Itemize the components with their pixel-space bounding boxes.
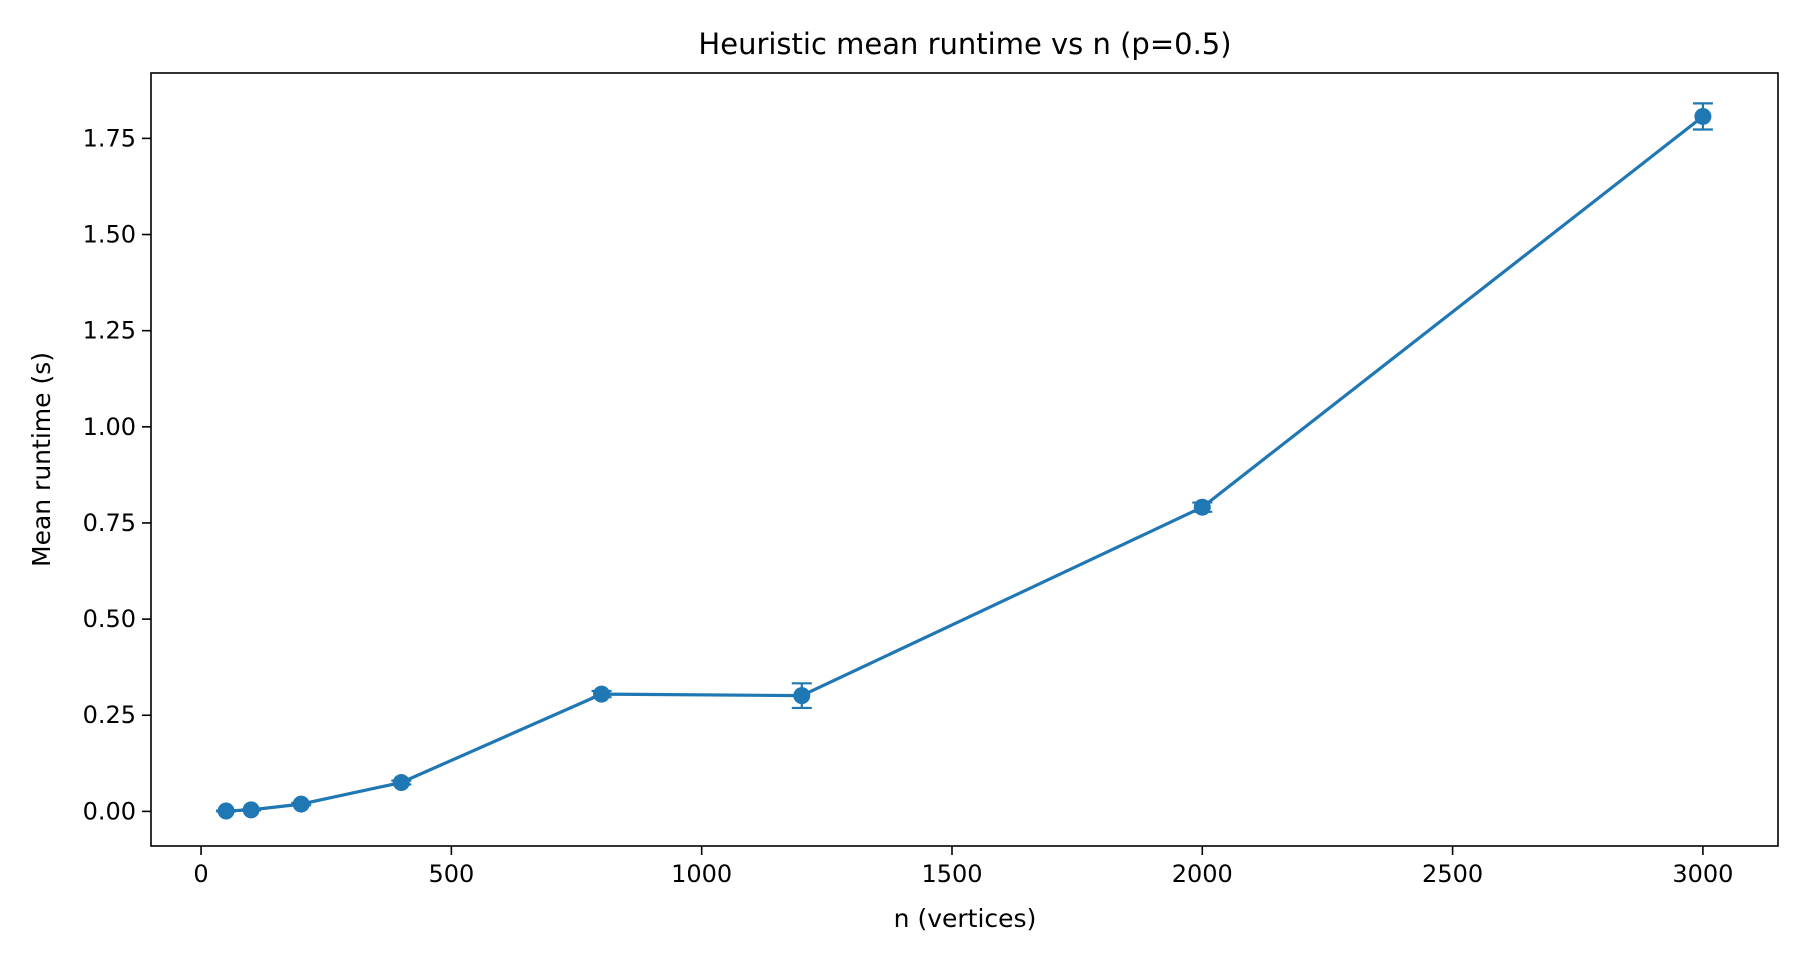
data-point <box>392 774 410 792</box>
y-tick-label: 0.75 <box>83 509 136 537</box>
series-layer <box>216 102 1713 820</box>
x-tick-label: 500 <box>428 860 474 888</box>
y-tick-label: 0.25 <box>83 701 136 729</box>
plot-frame <box>150 72 1779 847</box>
x-tick-label: 3000 <box>1672 860 1733 888</box>
data-point <box>593 685 611 703</box>
y-tick-label: 1.25 <box>83 317 136 345</box>
ticks-layer: 0 500 1000 1500 2000 2500 3000 0.00 0.25 0.50 0.75… <box>83 124 1734 888</box>
x-tick-label: 1000 <box>671 860 732 888</box>
series-line <box>224 114 1705 813</box>
data-point <box>242 801 260 819</box>
x-tick-label: 1500 <box>921 860 982 888</box>
y-tick-label: 0.00 <box>83 797 136 825</box>
y-tick-label: 1.00 <box>83 413 136 441</box>
x-tick-label: 0 <box>193 860 208 888</box>
data-point <box>217 802 235 820</box>
data-point <box>1694 107 1712 125</box>
data-point <box>793 687 811 705</box>
y-axis-label: Mean runtime (s) <box>27 352 56 567</box>
data-point <box>1193 498 1211 516</box>
x-tick-label: 2000 <box>1172 860 1233 888</box>
data-point <box>292 795 310 813</box>
y-tick-label: 1.75 <box>83 124 136 152</box>
chart-title: Heuristic mean runtime vs n (p=0.5) <box>698 27 1231 61</box>
y-tick-label: 0.50 <box>83 605 136 633</box>
x-axis-label: n (vertices) <box>894 904 1037 933</box>
x-tick-label: 2500 <box>1422 860 1483 888</box>
y-tick-label: 1.50 <box>83 221 136 249</box>
